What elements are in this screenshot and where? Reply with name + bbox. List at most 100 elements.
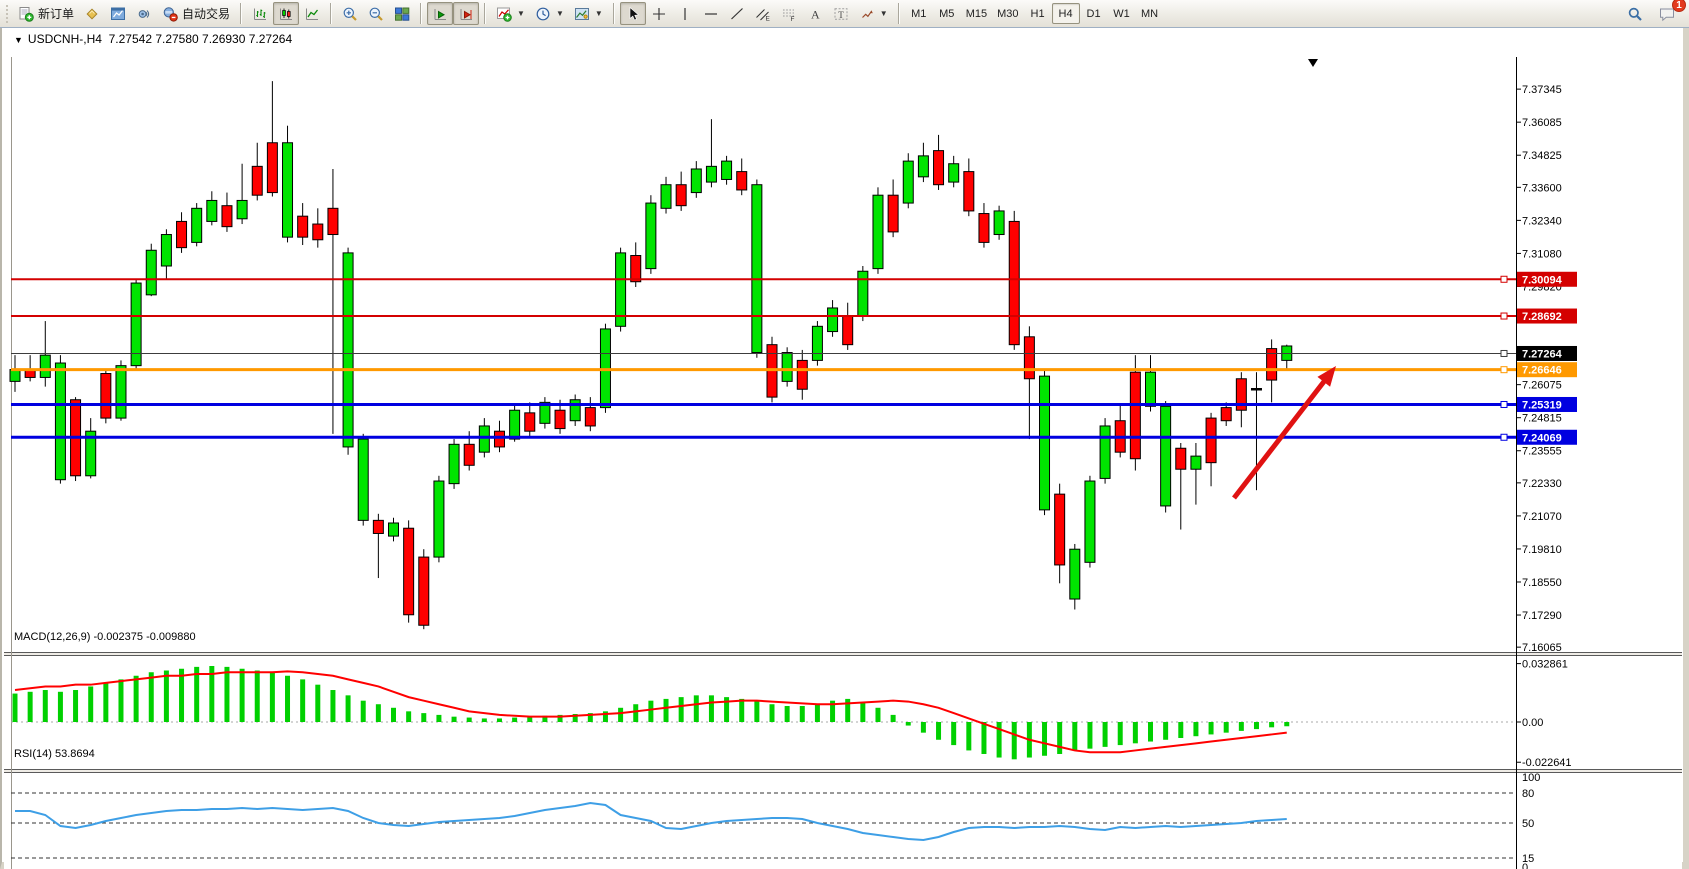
chart-shift-button[interactable] (453, 2, 480, 25)
zoom-in-icon (343, 7, 357, 21)
dropdown-arrow-icon[interactable]: ▼ (555, 9, 564, 18)
timeframe-d1-button[interactable]: D1 (1086, 7, 1101, 20)
speaker-icon (138, 9, 150, 18)
new-chart-button[interactable] (105, 2, 131, 25)
timeframe-mn-button[interactable]: MN (1140, 7, 1159, 20)
crosshair-button[interactable] (646, 2, 672, 25)
ind-plus-icon (497, 7, 512, 22)
svg-text:E: E (765, 15, 770, 22)
charts-gallery-button[interactable] (79, 2, 105, 25)
svg-text:F: F (790, 16, 794, 22)
svg-text:7.24069: 7.24069 (1522, 432, 1562, 444)
chat-button[interactable]: 1 (1654, 0, 1686, 25)
svg-text:7.34825: 7.34825 (1522, 150, 1562, 162)
fibonacci-retracement-button[interactable]: F (776, 2, 802, 25)
zoom-out-button[interactable] (363, 2, 389, 25)
zoom-in-button[interactable] (337, 2, 363, 25)
svg-text:7.28692: 7.28692 (1522, 311, 1562, 323)
autotrade-icon (163, 6, 178, 22)
new-order-button[interactable]: 新订单 (13, 2, 79, 25)
ohlc-readout: 7.27542 7.27580 7.26930 7.27264 (108, 32, 293, 46)
arrows-icon (861, 9, 873, 18)
candlestick-series (9, 81, 1293, 630)
svg-text:15: 15 (1522, 853, 1534, 865)
dropdown-arrow-icon[interactable]: ▼ (879, 9, 888, 18)
svg-text:A: A (811, 7, 820, 21)
textT-icon: T (834, 7, 848, 19)
toolbar-separator (484, 3, 487, 24)
svg-text:7.16065: 7.16065 (1522, 642, 1562, 654)
chart-menu-arrow-icon[interactable]: ▼ (14, 35, 23, 45)
text-button[interactable]: A (802, 2, 828, 25)
svg-text:7.26646: 7.26646 (1522, 365, 1562, 377)
svg-text:7.21070: 7.21070 (1522, 511, 1562, 523)
search-button[interactable] (1622, 2, 1648, 25)
chart-shift-marker[interactable] (1308, 59, 1318, 67)
trendline-button[interactable] (724, 2, 750, 25)
timeframe-m1-button[interactable]: M1 (911, 7, 927, 20)
dropdown-arrow-icon[interactable]: ▼ (594, 9, 603, 18)
timeframe-m15-button[interactable]: M15 (965, 7, 988, 20)
vertical-line-button[interactable] (672, 2, 698, 25)
search-icon (1628, 7, 1642, 21)
svg-text:7.17290: 7.17290 (1522, 610, 1562, 622)
chart-window-icon (111, 7, 126, 20)
macd-signal-line (14, 670, 1287, 754)
bars-icon (254, 8, 267, 20)
timeframe-h1-button[interactable]: H1 (1030, 7, 1045, 20)
dropdown-arrow-icon[interactable]: ▼ (517, 9, 525, 18)
timeframe-h4-button[interactable]: H4 (1051, 3, 1080, 24)
alerts-button[interactable] (131, 2, 157, 25)
trend-arrow-annotation[interactable] (1232, 366, 1336, 500)
auto-scroll-button[interactable] (427, 2, 454, 25)
svg-text:50: 50 (1522, 818, 1534, 830)
toolbar-separator (420, 3, 423, 24)
svg-text:7.22330: 7.22330 (1522, 478, 1562, 490)
rsi-pane (15, 801, 1287, 842)
main-toolbar: 新订单 自动交易 ▼ ▼ ▼ E F A T ▼ M1 M5 M15 M30 H1 H4 D1 W1 MN 1 (0, 0, 1689, 28)
symbol-period-label: USDCNH-,H4 (27, 32, 102, 46)
indicators-button[interactable]: ▼ (491, 2, 530, 25)
cursor-button[interactable] (619, 2, 646, 25)
timeframe-w1-button[interactable]: W1 (1113, 7, 1130, 20)
tiles-icon (395, 7, 410, 21)
svg-text:100: 100 (1522, 772, 1540, 784)
toolbar-separator (240, 3, 243, 24)
price-tags: 7.30094 7.28692 7.27264 7.26646 7.25319 7.240… (1517, 271, 1577, 445)
chart-canvas[interactable]: 7.37345 7.36085 7.34825 7.33600 7.32340 7.310… (2, 56, 1689, 869)
crosshair-icon (652, 7, 665, 20)
svg-text:7.26075: 7.26075 (1522, 380, 1562, 392)
rsi-indicator-title: RSI(14) 53.8694 (12, 748, 97, 760)
line-chart-button[interactable] (299, 2, 325, 25)
tile-windows-button[interactable] (389, 2, 415, 25)
horizontal-level-lines[interactable] (11, 275, 1516, 441)
svg-text:T: T (838, 9, 844, 19)
svg-text:0.00: 0.00 (1522, 717, 1543, 729)
equidistant-channel-button[interactable]: E (750, 2, 776, 25)
toolbar-right-group: 1 (1622, 0, 1686, 25)
svg-text:-0.022641: -0.022641 (1522, 757, 1572, 769)
svg-text:7.37345: 7.37345 (1522, 84, 1562, 96)
bar-chart-button[interactable] (247, 2, 273, 25)
horizontal-line-button[interactable] (698, 2, 724, 25)
toolbar-separator (897, 3, 900, 24)
arrows-button[interactable]: ▼ (854, 2, 893, 25)
svg-text:7.25319: 7.25319 (1522, 399, 1562, 411)
timeframe-m30-button[interactable]: M30 (997, 7, 1019, 20)
chartshift-icon (460, 8, 473, 20)
notification-badge: 1 (1672, 0, 1686, 12)
timeframe-m5-button[interactable]: M5 (939, 7, 955, 20)
svg-text:0.032861: 0.032861 (1522, 659, 1568, 671)
svg-text:7.36085: 7.36085 (1522, 117, 1562, 129)
autotrading-button[interactable]: 自动交易 (157, 2, 235, 25)
periods-button[interactable]: ▼ (530, 2, 569, 25)
svg-text:7.24815: 7.24815 (1522, 413, 1562, 425)
fibo-icon: F (782, 9, 794, 22)
new-order-label: 新订单 (38, 7, 75, 21)
text-label-button[interactable]: T (828, 2, 854, 25)
templates-button[interactable]: ▼ (569, 2, 608, 25)
rsi-line (15, 801, 1287, 842)
gem-icon (86, 7, 98, 20)
candlestick-chart-button[interactable] (273, 2, 300, 25)
